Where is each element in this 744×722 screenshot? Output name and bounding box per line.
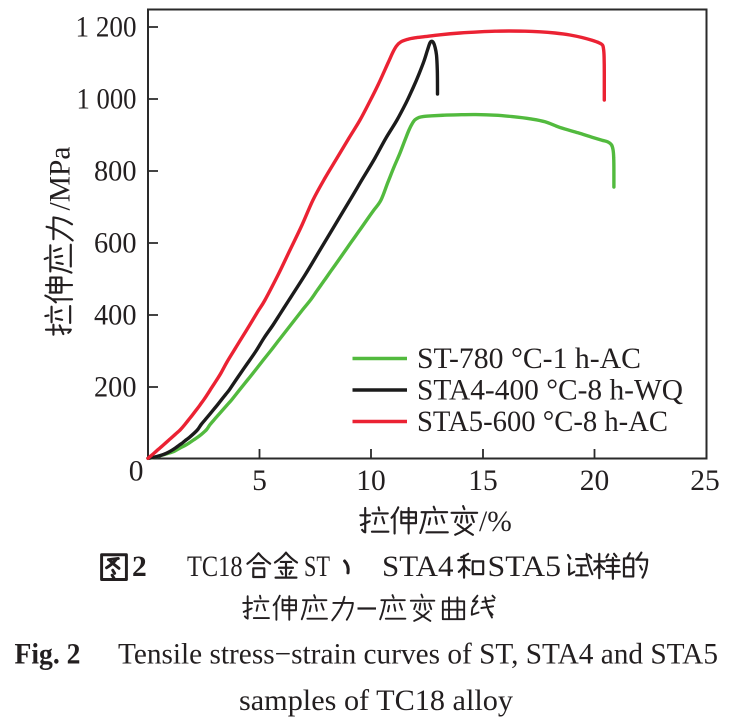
- svg-text:STA4: STA4: [382, 551, 454, 583]
- svg-text:600: 600: [94, 228, 137, 260]
- svg-text:/%: /%: [479, 506, 512, 538]
- svg-text:/MPa: /MPa: [45, 147, 77, 211]
- svg-text:200: 200: [94, 372, 137, 404]
- svg-text:ST-780 °C-1 h-AC: ST-780 °C-1 h-AC: [417, 343, 641, 375]
- svg-text:Tensile stress−strain curves o: Tensile stress−strain curves of ST, STA4…: [118, 639, 718, 671]
- svg-text:800: 800: [94, 156, 137, 188]
- svg-text:STA5: STA5: [488, 551, 562, 583]
- svg-text:ST: ST: [304, 551, 330, 583]
- svg-text:15: 15: [468, 465, 498, 497]
- svg-text:2: 2: [132, 551, 147, 583]
- svg-text:Fig. 2: Fig. 2: [15, 639, 81, 671]
- svg-text:400: 400: [94, 300, 137, 332]
- svg-text:25: 25: [690, 465, 720, 497]
- svg-text:1 000: 1 000: [77, 84, 137, 116]
- svg-text:5: 5: [252, 465, 267, 497]
- svg-text:10: 10: [356, 465, 386, 497]
- svg-text:1 200: 1 200: [76, 12, 137, 44]
- svg-text:0: 0: [129, 456, 144, 488]
- svg-text:samples of TC18 alloy: samples of TC18 alloy: [239, 685, 513, 717]
- svg-text:STA5-600 °C-8 h-AC: STA5-600 °C-8 h-AC: [417, 406, 668, 438]
- svg-text:TC18: TC18: [187, 551, 243, 583]
- svg-text:STA4-400 °C-8 h-WQ: STA4-400 °C-8 h-WQ: [417, 375, 683, 407]
- svg-text:20: 20: [580, 465, 610, 497]
